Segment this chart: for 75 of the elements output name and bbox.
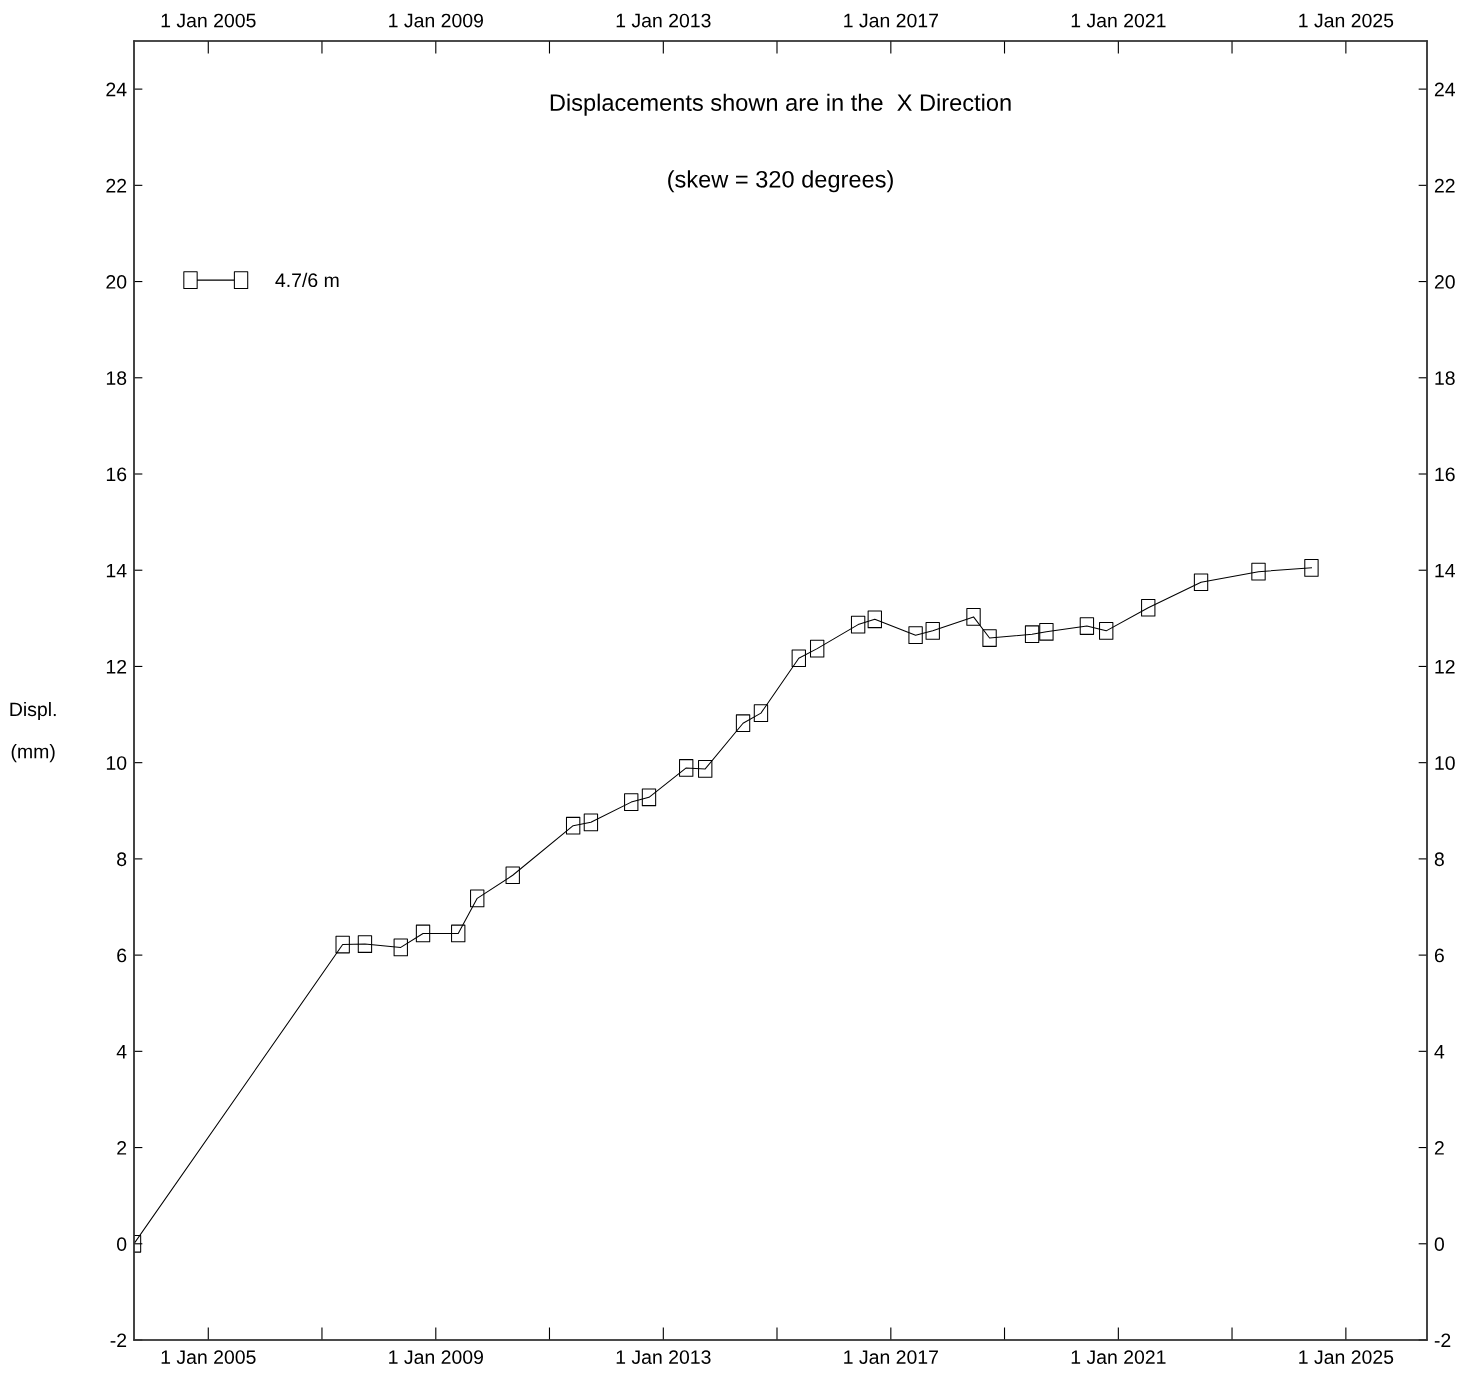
y2-tick-label: 0 <box>1434 1237 1444 1252</box>
x2-tick-label: 1 Jan 2017 <box>844 13 938 28</box>
point <box>1141 598 1156 617</box>
point <box>641 788 657 807</box>
point <box>982 629 997 647</box>
y-tick-label: 4 <box>116 1045 127 1059</box>
y-tick-label: 22 <box>106 178 127 193</box>
point <box>335 935 350 954</box>
y2-tick-label: 6 <box>1434 948 1444 963</box>
y-tick-label: 20 <box>106 275 127 289</box>
point <box>1039 622 1054 641</box>
x-tick-label: 1 Jan 2017 <box>844 1350 938 1364</box>
y-tick-label: 10 <box>106 756 127 770</box>
point <box>850 615 866 634</box>
y-tick-label: 14 <box>106 563 127 578</box>
y2-tick-label: 10 <box>1435 756 1455 770</box>
point <box>393 938 408 957</box>
point <box>1304 558 1319 577</box>
legend-label: 4.7/6 m <box>275 272 339 288</box>
y-tick-label: -2 <box>110 1333 127 1348</box>
y2-tick-label: 8 <box>1434 852 1444 867</box>
text: (skew = 320 degrees) <box>668 170 893 193</box>
y-tick-label: 24 <box>106 82 127 97</box>
point <box>1079 617 1095 635</box>
point <box>1251 562 1266 581</box>
x-tick-label: 1 Jan 2013 <box>616 1350 711 1364</box>
y-tick-label: 8 <box>117 852 127 867</box>
point <box>357 935 373 953</box>
x-tick-label: 1 Jan 2005 <box>161 1350 256 1364</box>
point <box>966 608 981 626</box>
x2-tick-label: 1 Jan 2025 <box>1299 13 1394 28</box>
y2-tick-label: 20 <box>1434 275 1455 289</box>
point <box>1099 621 1114 640</box>
y2-tick-label: 12 <box>1435 659 1455 674</box>
point <box>735 714 751 733</box>
point <box>415 924 431 943</box>
point <box>583 813 599 832</box>
y-tick-label: 2 <box>117 1141 127 1155</box>
point <box>565 816 581 835</box>
point <box>698 760 713 778</box>
x-tick-label: 1 Jan 2025 <box>1299 1350 1394 1364</box>
point <box>1024 625 1040 644</box>
point <box>867 610 882 629</box>
point <box>679 759 694 777</box>
point <box>753 704 769 722</box>
text: Displacements shown are in the X Direction <box>550 93 1011 116</box>
y-tick-label: 12 <box>106 659 127 674</box>
x-tick-label: 1 Jan 2009 <box>389 1350 483 1364</box>
point <box>809 639 825 658</box>
y-tick-label: 0 <box>117 1237 127 1252</box>
y-tick-label: 6 <box>117 948 127 963</box>
x2-tick-label: 1 Jan 2021 <box>1071 13 1166 28</box>
point <box>791 649 806 668</box>
point <box>624 793 639 811</box>
y2-tick-label: 22 <box>1434 178 1455 193</box>
y2-tick-label: -2 <box>1434 1333 1451 1348</box>
point <box>505 866 520 885</box>
y2-tick-label: 18 <box>1435 371 1455 386</box>
y2-tick-label: 14 <box>1435 563 1455 578</box>
x-tick-label: 1 Jan 2021 <box>1071 1350 1166 1364</box>
y-tick-label: 16 <box>106 467 127 482</box>
point <box>470 889 485 908</box>
point <box>925 621 940 640</box>
y2-tick-label: 24 <box>1434 82 1455 97</box>
y2-tick-label: 4 <box>1434 1045 1445 1059</box>
x2-tick-label: 1 Jan 2005 <box>161 13 256 28</box>
text: Displ. (mm) <box>10 701 56 763</box>
x2-tick-label: 1 Jan 2013 <box>616 13 711 28</box>
point <box>1193 573 1209 592</box>
x2-tick-label: 1 Jan 2009 <box>389 13 483 28</box>
y2-tick-label: 2 <box>1434 1141 1444 1155</box>
point <box>908 626 923 645</box>
y2-tick-label: 16 <box>1435 467 1455 482</box>
y-tick-label: 18 <box>106 371 127 386</box>
point <box>451 924 466 943</box>
